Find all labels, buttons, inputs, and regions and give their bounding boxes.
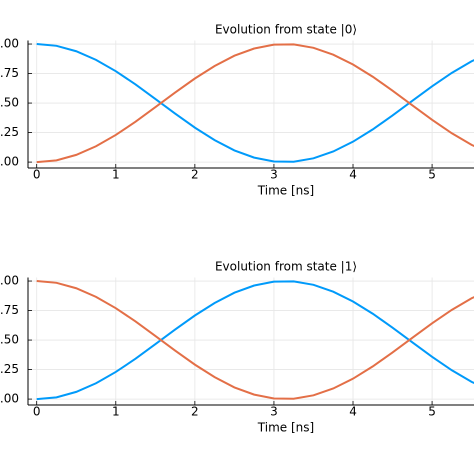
y-tick-label: 0.25	[0, 362, 19, 376]
x-tick-label: 5	[428, 168, 436, 182]
x-tick-label: 4	[349, 405, 357, 419]
chart: Evolution from state |0⟩ 0.00 0.25 0.50 0.75…	[0, 23, 474, 198]
x-tick-label: 4	[349, 168, 357, 182]
chart-title: Evolution from state |0⟩	[215, 23, 357, 37]
x-tick-label: 1	[112, 168, 120, 182]
y-tick-label: 1.00	[0, 274, 19, 288]
x-tick-label: 3	[270, 168, 278, 182]
series-line	[36, 280, 474, 400]
series-line	[36, 280, 474, 401]
x-tick-label: 0	[33, 168, 41, 182]
y-tick-label: 0.00	[0, 392, 19, 406]
x-axis-label: Time [ns]	[257, 184, 314, 198]
chart: Evolution from state |1⟩ 0.00 0.25 0.50 0.75…	[0, 260, 474, 435]
y-tick-label: 0.50	[0, 96, 19, 110]
y-tick-label: 0.75	[0, 66, 19, 80]
y-tick-label: 0.25	[0, 125, 19, 139]
series-line	[36, 43, 474, 163]
x-tick-label: 5	[428, 405, 436, 419]
x-tick-label: 0	[33, 405, 41, 419]
series-line	[36, 43, 474, 164]
x-tick-label: 2	[191, 405, 199, 419]
x-tick-label: 2	[191, 168, 199, 182]
y-tick-label: 0.00	[0, 155, 19, 169]
chart-title: Evolution from state |1⟩	[215, 260, 357, 274]
x-tick-label: 1	[112, 405, 120, 419]
y-tick-label: 0.50	[0, 333, 19, 347]
y-tick-label: 0.75	[0, 303, 19, 317]
x-axis-label: Time [ns]	[257, 421, 314, 435]
y-tick-label: 1.00	[0, 37, 19, 51]
x-tick-label: 3	[270, 405, 278, 419]
